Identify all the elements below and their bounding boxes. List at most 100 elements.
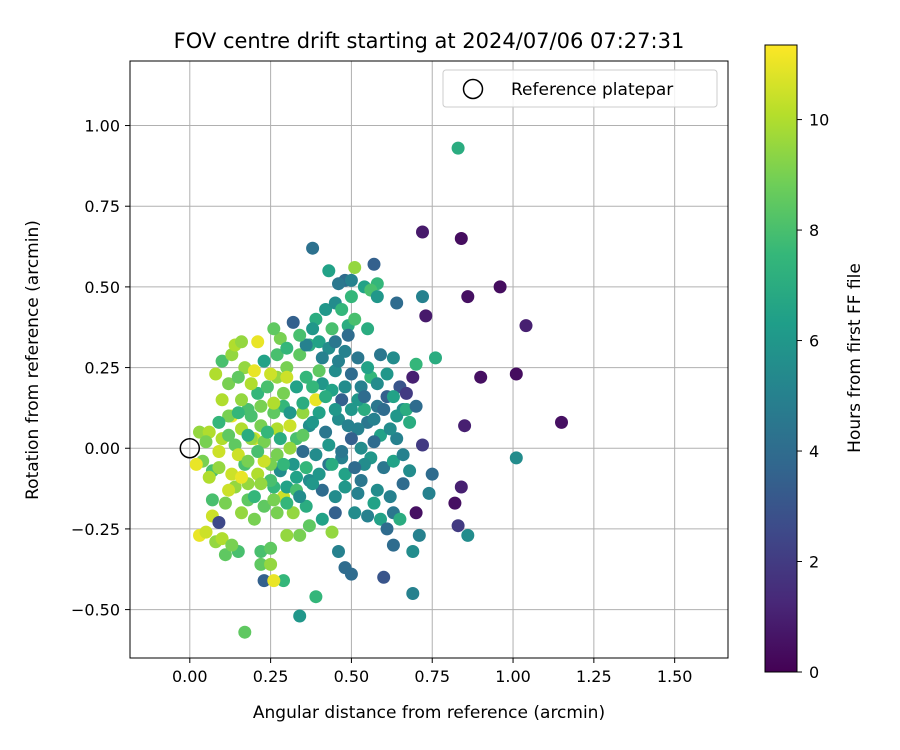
scatter-point — [254, 477, 268, 491]
plot-area-frame — [129, 60, 729, 659]
x-tick-label: 0.00 — [172, 667, 208, 686]
colorbar-tick-label: 6 — [809, 332, 819, 351]
scatter-point — [293, 490, 307, 504]
scatter-point — [293, 328, 307, 342]
scatter-point — [344, 567, 358, 581]
scatter-point — [386, 538, 400, 552]
scatter-point — [380, 522, 394, 536]
scatter-point — [370, 290, 384, 304]
scatter-point — [451, 141, 465, 155]
scatter-point — [277, 457, 290, 471]
scatter-point — [283, 419, 297, 433]
colorbar-tick-label: 0 — [809, 663, 819, 682]
scatter-point — [325, 322, 339, 336]
scatter-point — [409, 357, 423, 371]
scatter-point — [257, 499, 271, 513]
scatter-point — [367, 412, 381, 426]
scatter-point — [406, 545, 420, 558]
y-tick-label: 0.75 — [84, 197, 120, 216]
scatter-point — [260, 425, 274, 439]
scatter-point — [212, 461, 226, 475]
scatter-point — [338, 344, 352, 358]
scatter-point — [325, 525, 339, 539]
scatter-point — [235, 393, 248, 407]
scatter-point — [222, 428, 236, 442]
x-tick-label: 0.25 — [253, 667, 289, 686]
scatter-point — [344, 432, 358, 446]
scatter-point — [267, 574, 281, 588]
scatter-point — [296, 445, 310, 458]
scatter-point — [332, 545, 345, 558]
scatter-point — [267, 396, 281, 410]
scatter-point — [235, 335, 248, 349]
colorbar-frame — [764, 44, 798, 673]
scatter-point — [419, 309, 433, 323]
scatter-point — [251, 386, 265, 400]
scatter-point — [267, 322, 281, 336]
scatter-point — [247, 512, 261, 526]
scatter-point — [493, 280, 507, 294]
scatter-point — [383, 490, 397, 504]
scatter-point — [354, 474, 368, 487]
scatter-point — [309, 448, 323, 462]
scatter-points — [189, 141, 568, 639]
scatter-point — [306, 380, 320, 394]
scatter-point — [209, 367, 223, 381]
scatter-point — [390, 409, 404, 423]
scatter-point — [247, 490, 261, 504]
scatter-point — [251, 445, 265, 458]
scatter-point — [309, 590, 323, 604]
y-tick-label: −0.50 — [71, 601, 120, 620]
scatter-point — [315, 483, 329, 497]
reference-platepar-marker — [179, 437, 201, 459]
scatter-point — [344, 273, 358, 287]
scatter-point — [386, 351, 400, 365]
scatter-point — [416, 438, 429, 452]
scatter-point — [293, 348, 307, 362]
legend: Reference platepar — [442, 69, 718, 108]
scatter-point — [335, 303, 349, 316]
legend-entry-reference-platepar: Reference platepar — [511, 80, 673, 100]
scatter-point — [409, 399, 423, 413]
scatter-point — [319, 303, 333, 316]
scatter-point — [312, 364, 326, 378]
scatter-point — [335, 393, 349, 407]
scatter-point — [244, 377, 258, 391]
scatter-point — [461, 290, 475, 304]
scatter-point — [322, 264, 336, 278]
colorbar-fill — [765, 45, 797, 672]
scatter-point — [218, 496, 232, 510]
scatter-point — [205, 493, 219, 507]
scatter-point — [222, 483, 236, 497]
x-axis-label: Angular distance from reference (arcmin) — [253, 703, 605, 723]
y-tick-label: 1.00 — [84, 117, 120, 136]
scatter-point — [315, 512, 329, 526]
y-tick-label: 0.50 — [84, 278, 120, 297]
scatter-point — [338, 467, 352, 481]
scatter-point — [241, 454, 255, 468]
scatter-point — [290, 380, 303, 394]
scatter-point — [344, 403, 358, 416]
y-tick-label: 0.25 — [84, 359, 120, 378]
scatter-point — [312, 335, 326, 349]
scatter-point — [212, 415, 226, 429]
scatter-point — [312, 467, 326, 481]
scatter-point — [458, 419, 472, 433]
scatter-point — [416, 290, 429, 304]
legend-marker-icon — [462, 78, 484, 100]
scatter-point — [244, 409, 258, 423]
scatter-point — [299, 338, 313, 352]
x-tick-label: 1.50 — [657, 667, 693, 686]
scatter-point — [199, 525, 213, 539]
scatter-point — [348, 312, 362, 326]
scatter-point — [264, 367, 278, 381]
scatter-point — [377, 403, 391, 416]
scatter-point — [189, 457, 203, 471]
grid-lines — [130, 61, 728, 658]
scatter-point — [328, 403, 342, 416]
scatter-point — [383, 422, 397, 436]
scatter-point — [354, 441, 368, 455]
legend-box — [442, 69, 718, 108]
scatter-point — [273, 432, 287, 446]
scatter-point — [212, 445, 226, 458]
